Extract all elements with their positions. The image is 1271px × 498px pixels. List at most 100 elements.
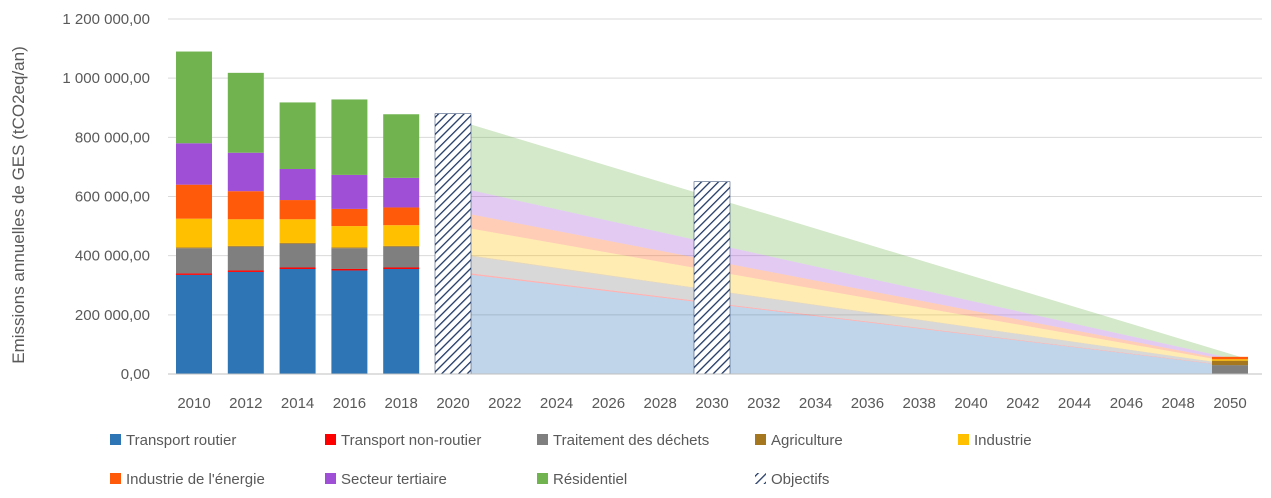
bar-segment (331, 268, 368, 271)
trajectory-area (435, 268, 1248, 369)
legend-swatch (537, 434, 548, 445)
x-tick-label: 2018 (385, 395, 418, 412)
bar-segment (227, 246, 264, 271)
legend-swatch (325, 434, 336, 445)
x-tick-label: 2046 (1110, 395, 1143, 412)
x-tick-label: 2010 (177, 395, 210, 412)
bar-segment (383, 245, 420, 247)
bar-segment (176, 274, 212, 374)
bar-segment (383, 225, 420, 246)
legend-swatch (537, 473, 548, 484)
trajectory-areas (435, 113, 1248, 374)
objectifs (434, 113, 731, 375)
legend-swatch (755, 473, 766, 484)
bar-segment (227, 219, 264, 246)
bar-segment (279, 200, 316, 220)
legend-swatch (325, 473, 336, 484)
x-tick-label: 2026 (592, 395, 625, 412)
x-tick-label: 2020 (436, 395, 469, 412)
x-tick-label: 2050 (1213, 395, 1246, 412)
legend-swatch (958, 434, 969, 445)
legend-swatch (110, 473, 121, 484)
bar-segment (176, 248, 212, 274)
bar-segment (383, 246, 420, 268)
x-tick-label: 2032 (747, 395, 780, 412)
legend-swatch (755, 434, 766, 445)
legend-label: Agriculture (771, 432, 843, 449)
x-tick-label: 2030 (695, 395, 728, 412)
bar-segment (227, 245, 264, 247)
bar-segment (227, 191, 264, 220)
x-tick-label: 2016 (333, 395, 366, 412)
y-tick-label: 400 000,00 (75, 248, 150, 265)
y-tick-label: 0,00 (121, 366, 150, 383)
legend-label: Transport non-routier (341, 432, 481, 449)
axes: 0,00 200 000,00 400 000,00 600 000,00 800 00… (62, 11, 1262, 412)
bar-segment (176, 247, 212, 249)
bar-segment (383, 267, 420, 269)
x-tick-label: 2024 (540, 395, 573, 412)
x-tick-label: 2036 (851, 395, 884, 412)
bar-segment (279, 268, 316, 374)
x-tick-label: 2038 (903, 395, 936, 412)
bar-segment (383, 268, 420, 374)
bar-segment (227, 270, 264, 272)
bar-segment (176, 273, 212, 275)
bar-segment (331, 226, 368, 248)
bar-segment (383, 114, 420, 178)
legend-label: Industrie de l'énergie (126, 471, 265, 488)
y-axis-label: Emissions annuelles de GES (tCO2eq/an) (9, 46, 28, 364)
bar-segment (331, 208, 368, 227)
bar-segment-2050 (1212, 365, 1248, 374)
legend: Transport routier Transport non-routier Tr… (110, 432, 1032, 488)
bar-segment (176, 184, 212, 219)
legend-label: Secteur tertiaire (341, 471, 447, 488)
y-tick-label: 800 000,00 (75, 129, 150, 146)
trajectory-area (435, 250, 1248, 367)
bar-segment (331, 174, 368, 209)
bars (176, 51, 1248, 374)
bar-segment (279, 219, 316, 243)
legend-label: Industrie (974, 432, 1032, 449)
trajectory-area (435, 251, 1248, 368)
bar-segment (227, 271, 264, 374)
bar-segment (227, 72, 264, 153)
bar-segment-2050 (1212, 356, 1248, 360)
x-tick-label: 2028 (644, 395, 677, 412)
bar-segment (331, 99, 368, 175)
y-tick-label: 600 000,00 (75, 189, 150, 206)
bar-segment (279, 168, 316, 201)
bar-segment (176, 218, 212, 248)
x-tick-label: 2042 (1006, 395, 1039, 412)
legend-label: Transport routier (126, 432, 236, 449)
bar-segment (331, 248, 368, 269)
legend-label: Résidentiel (553, 471, 627, 488)
bar-segment (279, 242, 316, 244)
legend-label: Objectifs (771, 471, 829, 488)
legend-label: Traitement des déchets (553, 432, 709, 449)
y-tick-label: 1 000 000,00 (62, 70, 150, 87)
legend-swatch (110, 434, 121, 445)
bar-segment (279, 102, 316, 169)
bar-segment (383, 177, 420, 208)
objectif-bar (434, 113, 472, 375)
y-tick-label: 200 000,00 (75, 307, 150, 324)
bar-segment (227, 152, 264, 192)
x-tick-label: 2012 (229, 395, 262, 412)
trajectory-area (435, 182, 1248, 364)
trajectory-area (435, 222, 1248, 367)
trajectory-area (435, 207, 1248, 365)
bar-segment-2050 (1212, 360, 1248, 366)
y-tick-label: 1 200 000,00 (62, 11, 150, 28)
x-tick-label: 2040 (954, 395, 987, 412)
x-tick-label: 2044 (1058, 395, 1091, 412)
bar-segment (279, 267, 316, 269)
x-tick-label: 2014 (281, 395, 314, 412)
bar-segment (176, 51, 212, 144)
trajectory-area (435, 270, 1248, 374)
bar-segment (331, 247, 368, 249)
trajectory-area (435, 113, 1248, 363)
objectif-bar (693, 181, 731, 375)
